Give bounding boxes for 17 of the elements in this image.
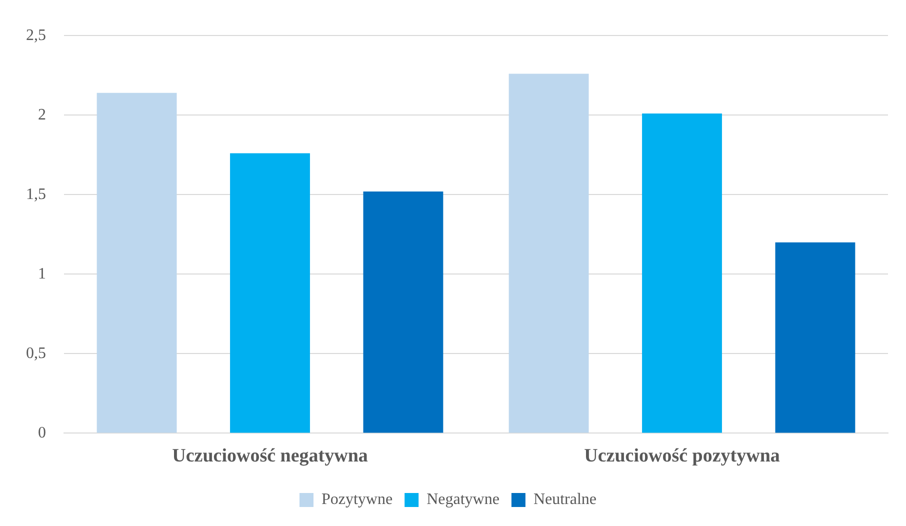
bar [230, 153, 310, 433]
bar [642, 114, 722, 433]
legend-label: Negatywne [426, 491, 500, 508]
bar [363, 191, 444, 433]
bar [775, 242, 856, 433]
bar [508, 74, 589, 433]
bar [96, 92, 177, 433]
legend-label: Pozytywne [321, 491, 393, 508]
y-tick-label: 1,5 [26, 186, 46, 203]
y-tick-label: 2,5 [26, 26, 46, 44]
x-tick-label: Uczuciowość negatywna [172, 446, 368, 467]
y-tick-label: 0,5 [26, 344, 46, 362]
legend-label: Neutralne [533, 491, 597, 508]
x-tick-label: Uczuciowość pozytywna [584, 446, 780, 467]
y-tick-label: 1 [38, 265, 46, 282]
y-tick-label: 2 [38, 106, 46, 124]
y-tick-label: 0 [38, 424, 46, 442]
